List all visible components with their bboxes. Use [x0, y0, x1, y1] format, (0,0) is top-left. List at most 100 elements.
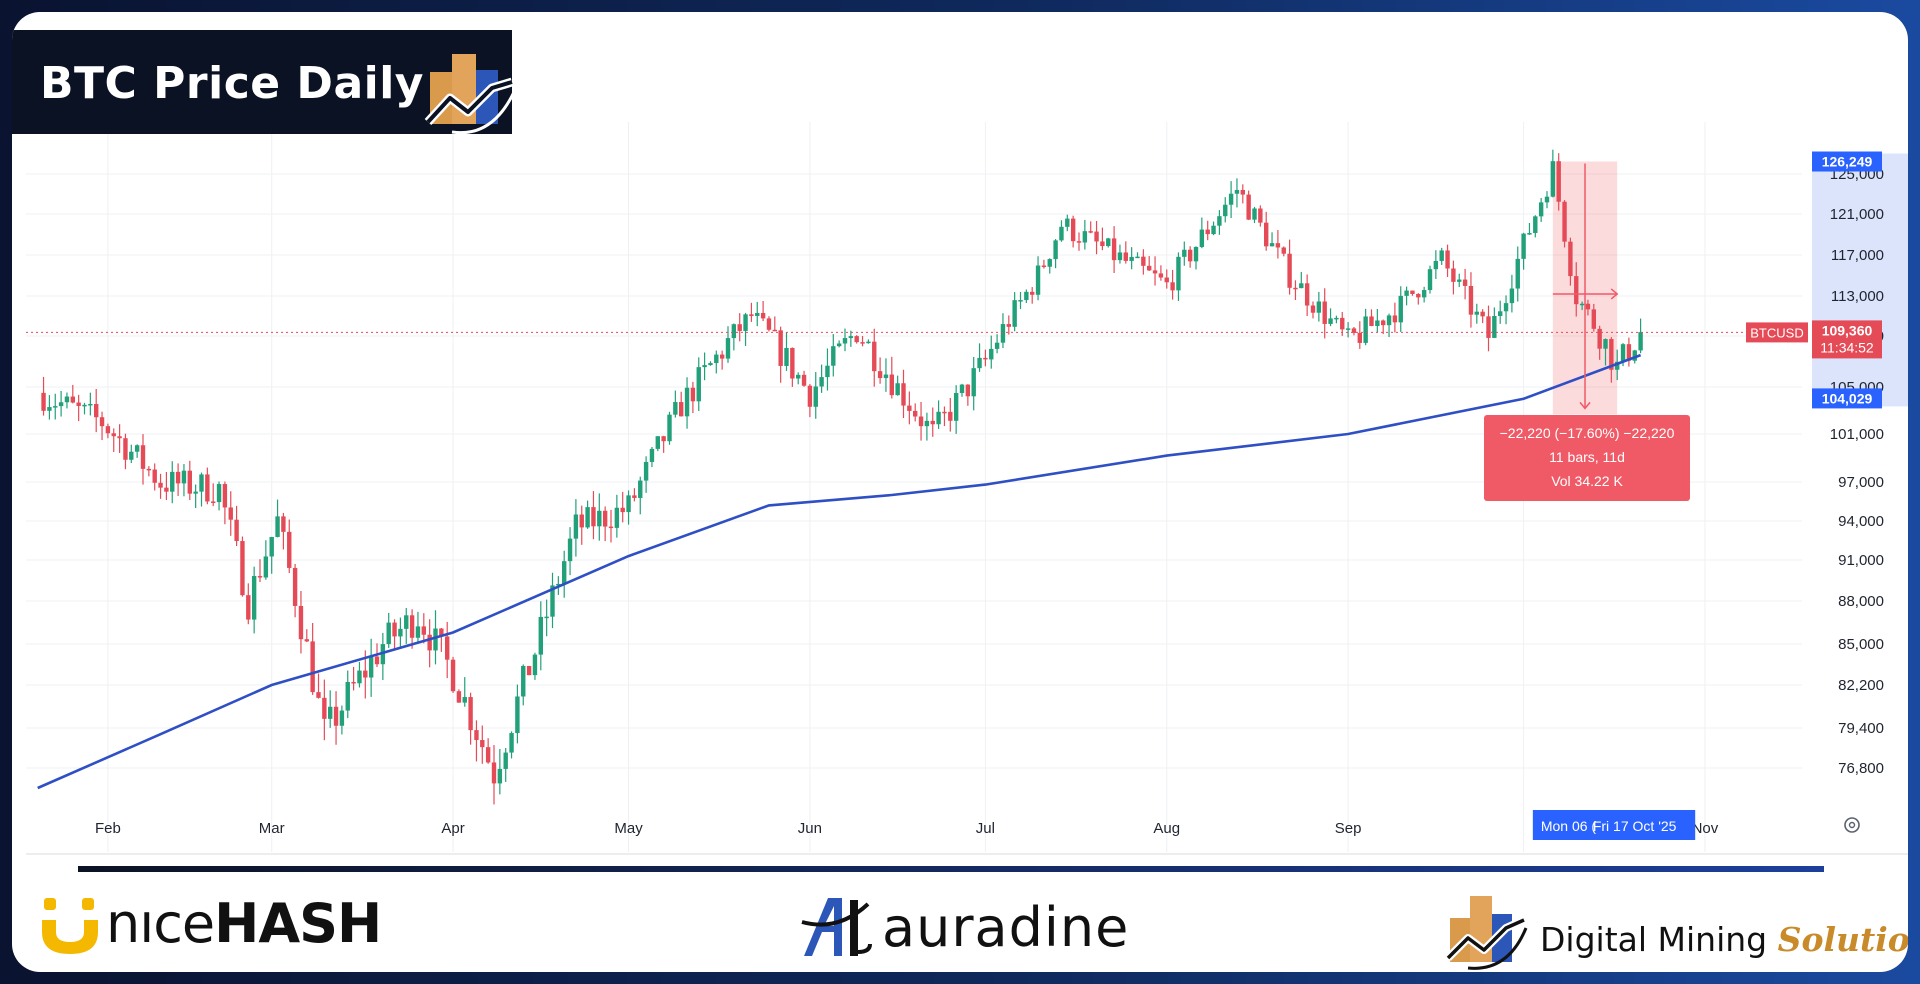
candle-up — [1421, 286, 1427, 303]
candle-body — [778, 330, 783, 366]
candle-body — [632, 495, 637, 498]
candle-down — [1147, 256, 1152, 272]
candle-down — [105, 423, 111, 439]
candle-up — [1117, 244, 1123, 264]
price-chart[interactable]: −22,220 (−17.60%) −22,220 11 bars, 11d Vol… — [12, 12, 1908, 972]
candle-up — [1199, 217, 1205, 249]
candle-body — [1252, 208, 1257, 220]
candle-up — [842, 328, 848, 352]
candle-up — [1521, 232, 1526, 270]
candle-body — [702, 365, 707, 368]
candle-body — [1445, 250, 1450, 269]
candle-up — [1047, 258, 1052, 274]
candle-up — [1129, 247, 1134, 270]
candle-down — [1322, 288, 1327, 339]
candle-up — [585, 500, 590, 529]
candle-down — [322, 679, 327, 741]
candle-body — [164, 487, 169, 492]
candle-down — [778, 326, 783, 383]
candle-body — [872, 341, 877, 372]
candle-body — [1094, 231, 1099, 242]
candle-body — [123, 438, 128, 460]
candle-down — [1287, 239, 1292, 295]
candle-body — [269, 536, 274, 557]
measure-info-line: Vol 34.22 K — [1551, 473, 1623, 489]
candle-body — [877, 371, 883, 379]
candle-body — [363, 670, 368, 678]
candle-up — [994, 334, 1000, 354]
candle-up — [1316, 291, 1322, 322]
candle-up — [1550, 149, 1556, 198]
candle-body — [1451, 268, 1456, 282]
candle-up — [725, 326, 731, 363]
candle-down — [807, 384, 813, 418]
candle-down — [690, 381, 696, 414]
candle-body — [743, 314, 748, 331]
candle-body — [1521, 233, 1526, 259]
candle-body — [1498, 311, 1503, 317]
candle-up — [368, 638, 374, 697]
candle-up — [1223, 197, 1228, 223]
candle-up — [1492, 307, 1497, 339]
candle-body — [1264, 222, 1269, 247]
candle-down — [123, 433, 128, 470]
candle-body — [1421, 290, 1427, 298]
candle-body — [439, 628, 444, 637]
candle-down — [872, 328, 877, 387]
nicehash-logo-icon — [42, 898, 98, 954]
candle-body — [351, 681, 356, 684]
range-high-label-bg — [1812, 151, 1882, 172]
candle-body — [913, 410, 918, 417]
candle-up — [58, 390, 64, 417]
candle-down — [450, 656, 456, 693]
candle-body — [105, 426, 111, 434]
candle-body — [1562, 201, 1567, 242]
candle-body — [673, 402, 678, 415]
candle-down — [222, 481, 228, 525]
candle-up — [597, 493, 602, 541]
candle-body — [1176, 256, 1181, 291]
candle-down — [1258, 205, 1263, 227]
candle-down — [1562, 200, 1567, 248]
candle-body — [959, 384, 965, 394]
candle-body — [737, 324, 742, 331]
candle-body — [491, 762, 497, 784]
candle-down — [790, 347, 795, 387]
candle-down — [205, 467, 210, 505]
range-high-label: 126,249 — [1822, 154, 1873, 170]
candle-body — [134, 445, 140, 452]
candle-up — [328, 690, 333, 728]
y-tick-label: 113,000 — [1831, 288, 1884, 305]
candle-body — [175, 471, 181, 484]
candle-up — [977, 343, 982, 372]
candle-down — [942, 406, 947, 427]
candle-up — [813, 372, 818, 419]
candle-body — [1135, 256, 1140, 259]
candle-body — [152, 469, 157, 483]
candle-body — [1275, 243, 1281, 248]
candle-body — [696, 367, 701, 402]
candle-body — [550, 585, 555, 617]
candle-body — [1574, 276, 1579, 305]
candle-down — [602, 506, 608, 542]
candle-body — [1141, 256, 1146, 266]
measure-info-line: −22,220 (−17.60%) −22,220 — [1500, 425, 1675, 441]
candle-up — [1106, 237, 1111, 248]
candle-body — [345, 681, 350, 711]
candle-body — [883, 374, 889, 379]
candle-body — [1345, 328, 1351, 330]
candle-up — [831, 334, 836, 377]
settings-gear-icon — [1844, 817, 1860, 833]
candle-up — [1363, 308, 1368, 346]
candle-body — [1480, 311, 1485, 317]
candle-body — [1035, 265, 1041, 295]
candle-down — [76, 394, 81, 422]
candle-body — [977, 357, 982, 369]
candle-body — [468, 697, 473, 731]
candle-down — [591, 491, 596, 540]
candle-body — [965, 384, 971, 397]
candle-up — [1579, 301, 1585, 311]
candle-body — [1182, 249, 1187, 257]
candle-up — [1533, 215, 1538, 238]
candle-body — [1205, 229, 1210, 235]
